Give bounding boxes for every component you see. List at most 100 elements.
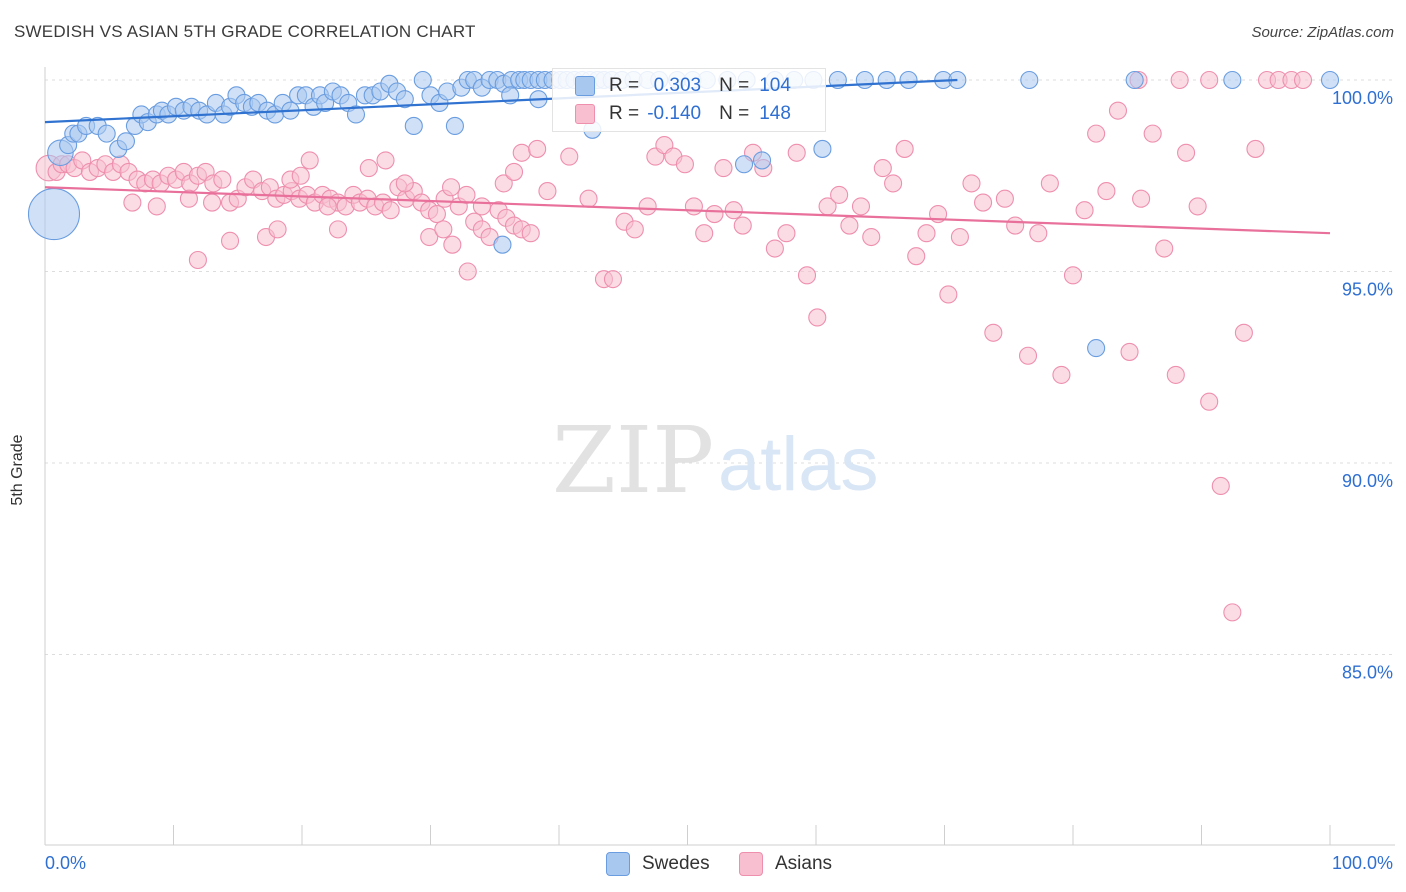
asians-point — [1293, 70, 1313, 90]
swedes-point — [813, 139, 832, 158]
swedes-point — [899, 70, 918, 90]
asians-point — [917, 224, 936, 243]
asians-point — [603, 270, 623, 289]
asians-point — [220, 231, 240, 250]
asians-trend-line — [44, 186, 1331, 235]
asians-point — [862, 227, 881, 247]
asians-point — [512, 143, 531, 162]
swedes-point — [855, 70, 874, 90]
asians-point — [950, 227, 969, 247]
asians-point — [714, 159, 733, 178]
swedes-point — [413, 70, 432, 90]
swedes-point — [27, 188, 81, 241]
asians-point — [457, 185, 476, 204]
asians-point — [695, 224, 714, 243]
asians-point — [528, 139, 547, 158]
asians-point — [203, 193, 222, 212]
asians-legend-swatch — [739, 852, 763, 876]
swedes-point — [752, 151, 772, 170]
swedes-point — [97, 124, 116, 143]
swedes-point — [1087, 339, 1106, 358]
asians-point — [851, 197, 871, 216]
tick-labels: 100.0% 95.0% 90.0% 85.0% 0.0% 100.0% — [45, 88, 1393, 873]
asians-point — [521, 224, 540, 243]
asians-point — [579, 189, 598, 208]
asians-point — [1108, 101, 1128, 120]
asians-point — [1234, 323, 1253, 342]
asians-point — [884, 174, 903, 193]
watermark: ZIP atlas — [552, 407, 879, 514]
legend-n-value: 104 — [759, 75, 791, 96]
asians-point — [797, 266, 817, 285]
x-tick-label: 100.0% — [1332, 853, 1393, 873]
asians-point — [1040, 174, 1059, 193]
asians-point — [395, 174, 414, 193]
asians-point — [1170, 70, 1189, 90]
asians-point — [840, 216, 859, 235]
asians-point — [1075, 201, 1094, 220]
chart-title: SWEDISH VS ASIAN 5TH GRADE CORRELATION C… — [14, 22, 476, 41]
asians-point — [973, 193, 993, 212]
asians-point — [962, 174, 981, 193]
asians-point — [376, 151, 395, 170]
asians-point — [268, 220, 287, 239]
legend-r-label: R = — [609, 103, 640, 124]
asians-point — [420, 227, 439, 247]
asians-point — [560, 147, 579, 166]
asians-point — [1200, 70, 1219, 90]
asians-point — [1018, 346, 1038, 365]
asians-point — [733, 216, 752, 235]
watermark-atlas: atlas — [718, 422, 879, 507]
asians-point — [1200, 392, 1219, 411]
legend-row-asians: R = -0.140 N = 148 — [575, 102, 791, 126]
asians-point — [1223, 603, 1242, 622]
y-tick-label: 85.0% — [1342, 663, 1393, 683]
asians-point — [1052, 365, 1071, 384]
asians-point — [291, 166, 310, 185]
source-label: Source: ZipAtlas.com — [1251, 24, 1394, 41]
asians-point — [123, 193, 142, 212]
asians-point — [1166, 365, 1185, 384]
asians-point — [328, 220, 348, 239]
asians-point — [995, 189, 1014, 208]
asians-point — [1132, 189, 1151, 208]
asians-point — [318, 197, 337, 216]
asians-point — [1155, 239, 1174, 258]
swedes-point — [395, 90, 414, 109]
bottom-legend-asians: Asians — [739, 852, 832, 876]
swedes-swatch — [575, 76, 595, 96]
swedes-point — [116, 132, 136, 151]
asians-point — [638, 197, 657, 216]
swedes-point — [1320, 70, 1340, 90]
asians-point — [684, 197, 703, 216]
asians-point — [1211, 476, 1230, 496]
legend-r-label: R = — [609, 75, 640, 96]
asians-point — [300, 151, 319, 170]
asians-point — [494, 174, 513, 193]
asians-point — [443, 235, 462, 254]
x-tick-label: 0.0% — [45, 853, 86, 873]
asians-point — [427, 205, 446, 224]
asians-point — [830, 185, 849, 204]
asians-point — [442, 178, 461, 197]
y-tick-label: 100.0% — [1332, 88, 1393, 108]
swedes-point — [734, 155, 754, 174]
asians-point — [1087, 124, 1106, 143]
legend-n-value: 148 — [759, 103, 791, 124]
asians-point — [939, 285, 958, 304]
asians-point — [724, 201, 743, 220]
stats-legend: R = 0.303 N = 104 R = -0.140 N = 148 — [552, 68, 826, 132]
swedes-point — [1020, 70, 1039, 90]
asians-point — [675, 155, 694, 174]
swedes-point — [493, 235, 512, 254]
asians-point — [1246, 139, 1265, 158]
asians-point — [359, 159, 378, 178]
asians-point — [1063, 266, 1083, 285]
asians-point — [907, 247, 926, 266]
asians-point — [1097, 182, 1116, 201]
asians-point — [765, 239, 784, 258]
legend-n-label: N = — [719, 75, 750, 96]
watermark-zip: ZIP — [552, 407, 714, 514]
asians-point — [625, 220, 644, 239]
swedes-point — [404, 116, 423, 136]
